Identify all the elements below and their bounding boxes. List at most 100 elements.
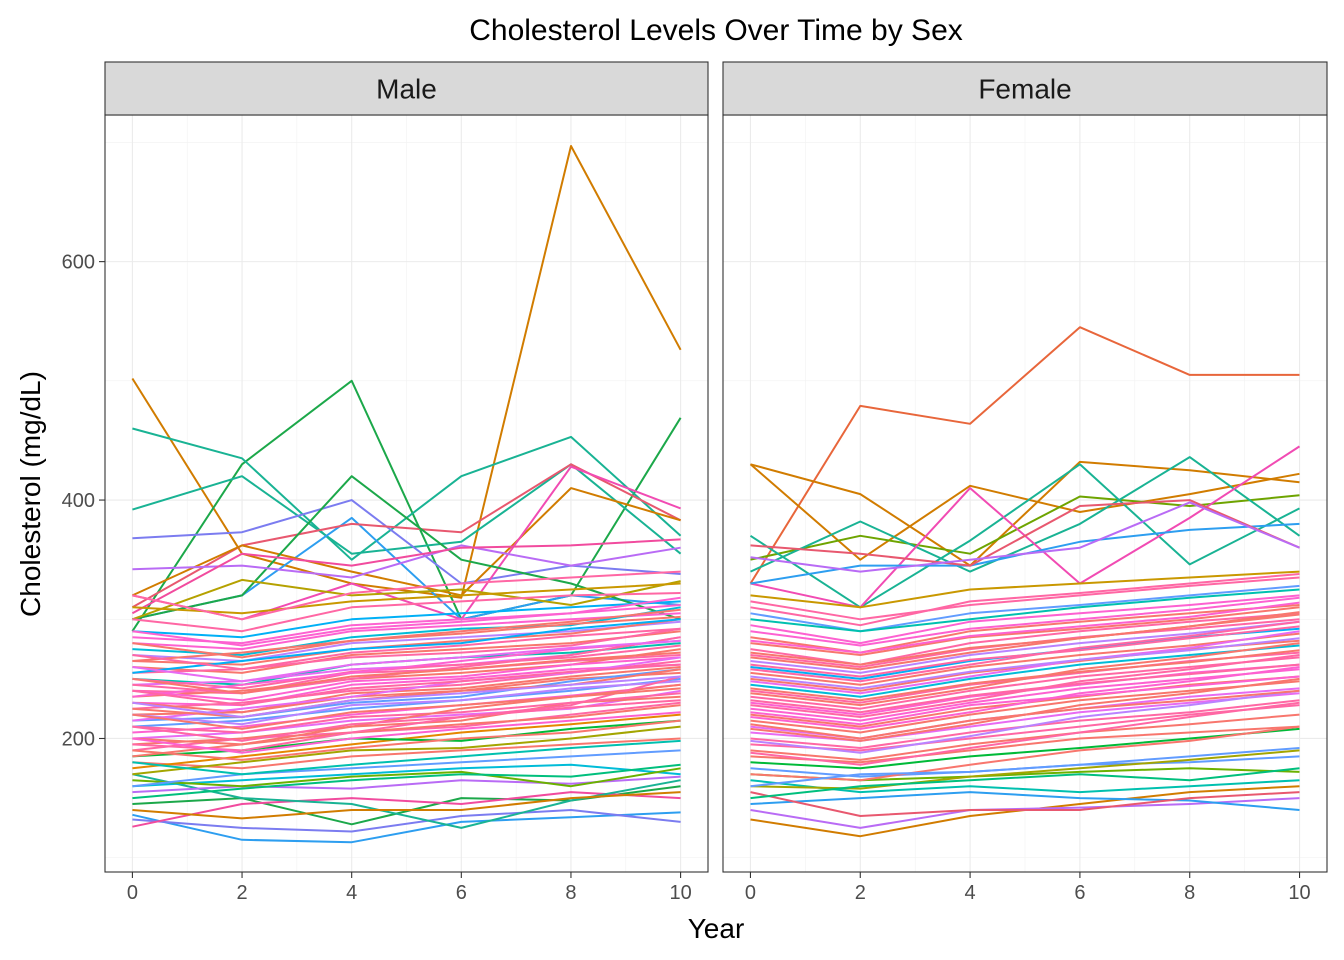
series-line-female-42 [750,606,1300,656]
series-line-male-34 [132,600,681,639]
series-line-female-67 [750,601,1300,654]
series-line-female-9 [750,499,1300,567]
series-line-female-49 [750,666,1300,730]
series-line-female-50 [750,654,1300,718]
series-line-female-65 [750,625,1300,678]
series-line-female-56 [750,747,1300,788]
series-line-male-5 [132,499,681,585]
series-line-male-44 [132,627,681,674]
series-line-female-29 [750,594,1300,645]
series-line-male-74 [132,651,681,695]
series-line-female-6 [750,456,1301,573]
series-line-male-40 [132,668,681,722]
x-tick-label: 10 [669,882,691,904]
series-line-female-62 [750,663,1300,714]
series-line-male-51 [132,680,681,726]
series-line-male-76 [132,627,681,671]
series-line-male-78 [132,604,681,647]
series-line-female-52 [750,630,1300,695]
series-line-male-66 [132,570,681,621]
series-line-male-67 [132,739,681,776]
series-line-female-61 [750,675,1300,726]
series-line-male-33 [132,612,681,651]
series-line-male-45 [132,618,681,666]
series-line-male-1 [131,145,682,599]
series-line-male-19 [132,791,681,820]
series-line-male-63 [132,618,681,674]
panel-male: Male 0 2 4 6 8 10 200 400 600 [62,61,709,904]
x-tick-label: 4 [346,882,357,904]
series-line-female-24 [750,644,1300,698]
series-line-male-15 [132,809,681,833]
series-line-male-73 [132,663,681,707]
series-line-female-66 [750,613,1300,666]
x-tick-label: 8 [565,882,576,904]
series-line-female-63 [750,649,1300,702]
x-tick-label: 6 [456,882,467,904]
series-line-female-3 [749,463,1300,561]
series-line-male-77 [132,615,681,659]
series-line-female-47 [750,689,1300,754]
series-line-female-64 [750,637,1300,690]
series-line-male-11 [132,544,681,579]
series-line-male-13 [132,578,681,621]
x-tick-label: 2 [236,882,247,904]
series-line-female-4 [750,494,1300,561]
series-line-female-45 [750,725,1300,782]
series-line-female-25 [750,632,1300,686]
series-line-female-10 [750,501,1300,573]
chart-title: Cholesterol Levels Over Time by Sex [469,14,963,47]
panel-female: Female 0 2 4 6 8 10 [722,61,1328,904]
series-line-female-59 [750,588,1300,633]
series-line-male-71 [132,687,681,730]
facet-strip [104,61,709,116]
series-line-male-65 [132,582,681,615]
series-line-male-48 [132,725,681,776]
series-line-male-75 [132,639,681,683]
x-tick-label: 0 [745,882,756,904]
y-tick-label: 200 [62,728,95,750]
series-line-male-49 [132,704,681,746]
series-line-male-8 [131,487,681,597]
series-line-male-32 [132,620,681,662]
series-line-male-64 [132,608,681,662]
series-line-female-15 [750,779,1300,794]
series-line-female-14 [750,791,1300,817]
series-line-male-12 [131,538,681,615]
panels-layer: Male 0 2 4 6 8 10 200 400 600 Female 0 2 4 6 8 10 [62,61,1328,904]
x-axis-title: Year [688,913,745,944]
series-line-male-35 [132,592,681,633]
series-line-female-21 [750,680,1300,734]
series-line-female-32 [750,727,1300,770]
x-tick-label: 0 [127,882,138,904]
series-group [131,145,682,844]
y-tick-label: 600 [62,252,95,274]
facet-strip-label: Female [978,74,1071,105]
series-line-male-58 [132,675,681,752]
series-line-male-17 [132,791,681,828]
series-line-male-2 [131,379,682,632]
facet-strip [722,61,1328,116]
series-line-female-26 [750,620,1300,674]
series-line-male-70 [132,699,681,742]
series-line-female-5 [749,463,1300,609]
series-line-female-55 [750,767,1300,800]
y-axis-title: Cholesterol (mg/dL) [15,371,46,617]
series-line-male-69 [132,711,681,754]
x-tick-label: 6 [1074,882,1085,904]
series-line-female-53 [750,620,1300,683]
series-line-male-22 [132,767,681,788]
series-line-female-19 [750,704,1300,752]
series-line-male-55 [132,749,681,788]
series-line-male-72 [132,675,681,718]
series-line-female-51 [750,642,1300,707]
series-line-male-31 [132,630,681,674]
series-line-female-58 [750,573,1300,627]
series-group [749,326,1301,838]
series-line-female-33 [750,713,1300,761]
series-line-male-23 [132,737,681,770]
series-line-female-57 [750,570,1300,609]
y-tick-label: 400 [62,490,95,512]
series-line-female-2 [750,460,1300,567]
series-line-female-31 [750,576,1300,621]
